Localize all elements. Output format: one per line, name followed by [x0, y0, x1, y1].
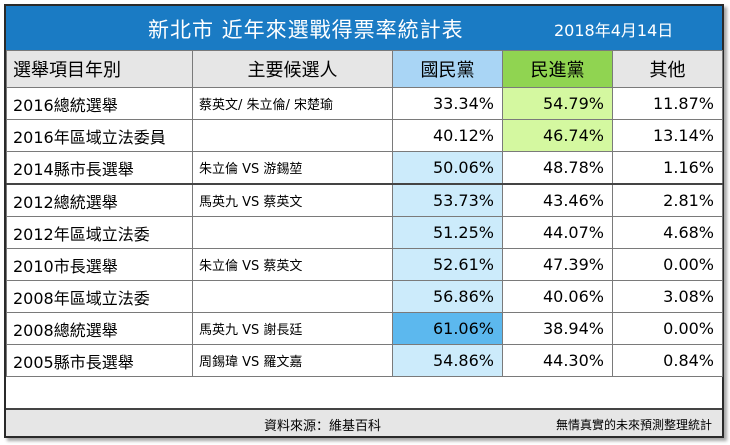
candidates-cell: 蔡英文/ 朱立倫/ 宋楚瑜 [192, 87, 393, 120]
vote-share-table: 選舉項目年別 主要候選人 國民黨 民進黨 其他 2016總統選舉 蔡英文/ 朱立… [6, 50, 723, 377]
other-cell: 11.87% [612, 87, 723, 120]
other-cell: 0.00% [612, 312, 723, 345]
kmt-cell: 51.25% [392, 216, 503, 249]
candidates-cell: 朱立倫 VS 游錫堃 [192, 151, 393, 185]
candidates-cell: 周錫瑋 VS 羅文嘉 [192, 344, 393, 377]
header-other: 其他 [612, 50, 723, 88]
candidates-cell: 馬英九 VS 謝長廷 [192, 312, 393, 345]
kmt-cell: 33.34% [392, 87, 503, 120]
table-date: 2018年4月14日 [554, 21, 674, 40]
candidates-cell: 馬英九 VS 蔡英文 [192, 183, 393, 217]
other-cell: 2.81% [612, 183, 723, 217]
dpp-cell: 54.79% [502, 87, 613, 120]
table-row: 2014縣市長選舉 朱立倫 VS 游錫堃 50.06% 48.78% 1.16% [6, 151, 723, 185]
table-row: 2012總統選舉 馬英九 VS 蔡英文 53.73% 43.46% 2.81% [6, 183, 723, 217]
table-row: 2016年區域立法委員 40.12% 46.74% 13.14% [6, 119, 723, 152]
kmt-cell: 61.06% [392, 312, 503, 345]
kmt-cell: 56.86% [392, 280, 503, 313]
table-row: 2008總統選舉 馬英九 VS 謝長廷 61.06% 38.94% 0.00% [6, 312, 723, 345]
dpp-cell: 46.74% [502, 119, 613, 152]
table-row: 2005縣市長選舉 周錫瑋 VS 羅文嘉 54.86% 44.30% 0.84% [6, 344, 723, 377]
election-cell: 2016總統選舉 [6, 87, 193, 120]
dpp-cell: 40.06% [502, 280, 613, 313]
candidates-cell: 朱立倫 VS 蔡英文 [192, 248, 393, 281]
table-row: 2008年區域立法委 56.86% 40.06% 3.08% [6, 280, 723, 313]
kmt-cell: 54.86% [392, 344, 503, 377]
kmt-cell: 52.61% [392, 248, 503, 281]
table-row: 2016總統選舉 蔡英文/ 朱立倫/ 宋楚瑜 33.34% 54.79% 11.… [6, 87, 723, 120]
election-cell: 2012年區域立法委 [6, 216, 193, 249]
table-title: 新北市 近年來選戰得票率統計表 [148, 18, 464, 42]
dpp-cell: 48.78% [502, 151, 613, 185]
kmt-cell: 53.73% [392, 183, 503, 217]
election-cell: 2012總統選舉 [6, 183, 193, 217]
header-dpp: 民進黨 [502, 50, 613, 88]
table-row: 2012年區域立法委 51.25% 44.07% 4.68% [6, 216, 723, 249]
candidates-cell [192, 119, 393, 152]
other-cell: 0.00% [612, 248, 723, 281]
dpp-cell: 43.46% [502, 183, 613, 217]
election-cell: 2008總統選舉 [6, 312, 193, 345]
kmt-cell: 50.06% [392, 151, 503, 185]
other-cell: 1.16% [612, 151, 723, 185]
title-bar: 新北市 近年來選戰得票率統計表 2018年4月14日 [6, 6, 722, 50]
dpp-cell: 38.94% [502, 312, 613, 345]
kmt-cell: 40.12% [392, 119, 503, 152]
table-row: 2010市長選舉 朱立倫 VS 蔡英文 52.61% 47.39% 0.00% [6, 248, 723, 281]
table-footer: 資料來源：維基百科 無情真實的未來預測整理統計 [6, 408, 722, 436]
other-cell: 4.68% [612, 216, 723, 249]
header-row: 選舉項目年別 主要候選人 國民黨 民進黨 其他 [6, 50, 723, 88]
other-cell: 3.08% [612, 280, 723, 313]
dpp-cell: 44.30% [502, 344, 613, 377]
header-election: 選舉項目年別 [6, 50, 193, 88]
header-candidates: 主要候選人 [192, 50, 393, 88]
other-cell: 0.84% [612, 344, 723, 377]
dpp-cell: 47.39% [502, 248, 613, 281]
candidates-cell [192, 216, 393, 249]
author-credit: 無情真實的未來預測整理統計 [555, 418, 712, 432]
election-cell: 2005縣市長選舉 [6, 344, 193, 377]
other-cell: 13.14% [612, 119, 723, 152]
dpp-cell: 44.07% [502, 216, 613, 249]
candidates-cell [192, 280, 393, 313]
data-source: 資料來源：維基百科 [264, 419, 382, 434]
election-cell: 2016年區域立法委員 [6, 119, 193, 152]
header-kmt: 國民黨 [392, 50, 503, 88]
election-cell: 2008年區域立法委 [6, 280, 193, 313]
election-cell: 2010市長選舉 [6, 248, 193, 281]
vote-table-card: 新北市 近年來選戰得票率統計表 2018年4月14日 選舉項目年別 主要候選人 … [4, 4, 724, 438]
election-cell: 2014縣市長選舉 [6, 151, 193, 185]
